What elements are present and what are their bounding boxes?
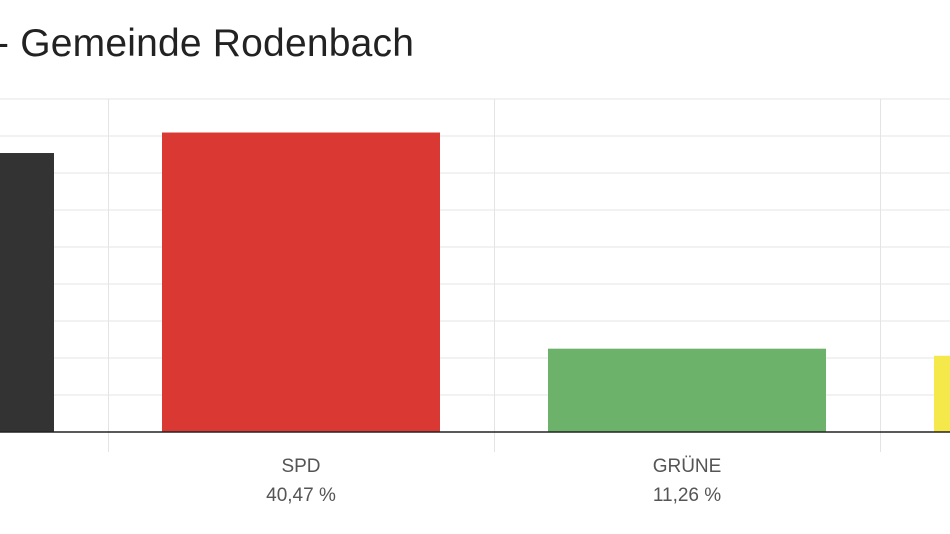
bar-party-4 [934,355,950,432]
chart-title: - Gemeinde Rodenbach [0,22,415,65]
bar-grüne [548,348,826,432]
bar-party-1 [0,153,54,432]
bar-spd [162,132,440,432]
category-label: GRÜNE [653,456,722,477]
value-label: 11,26 % [653,485,721,506]
category-label: SPD [281,456,320,477]
value-label: 40,47 % [266,485,336,506]
